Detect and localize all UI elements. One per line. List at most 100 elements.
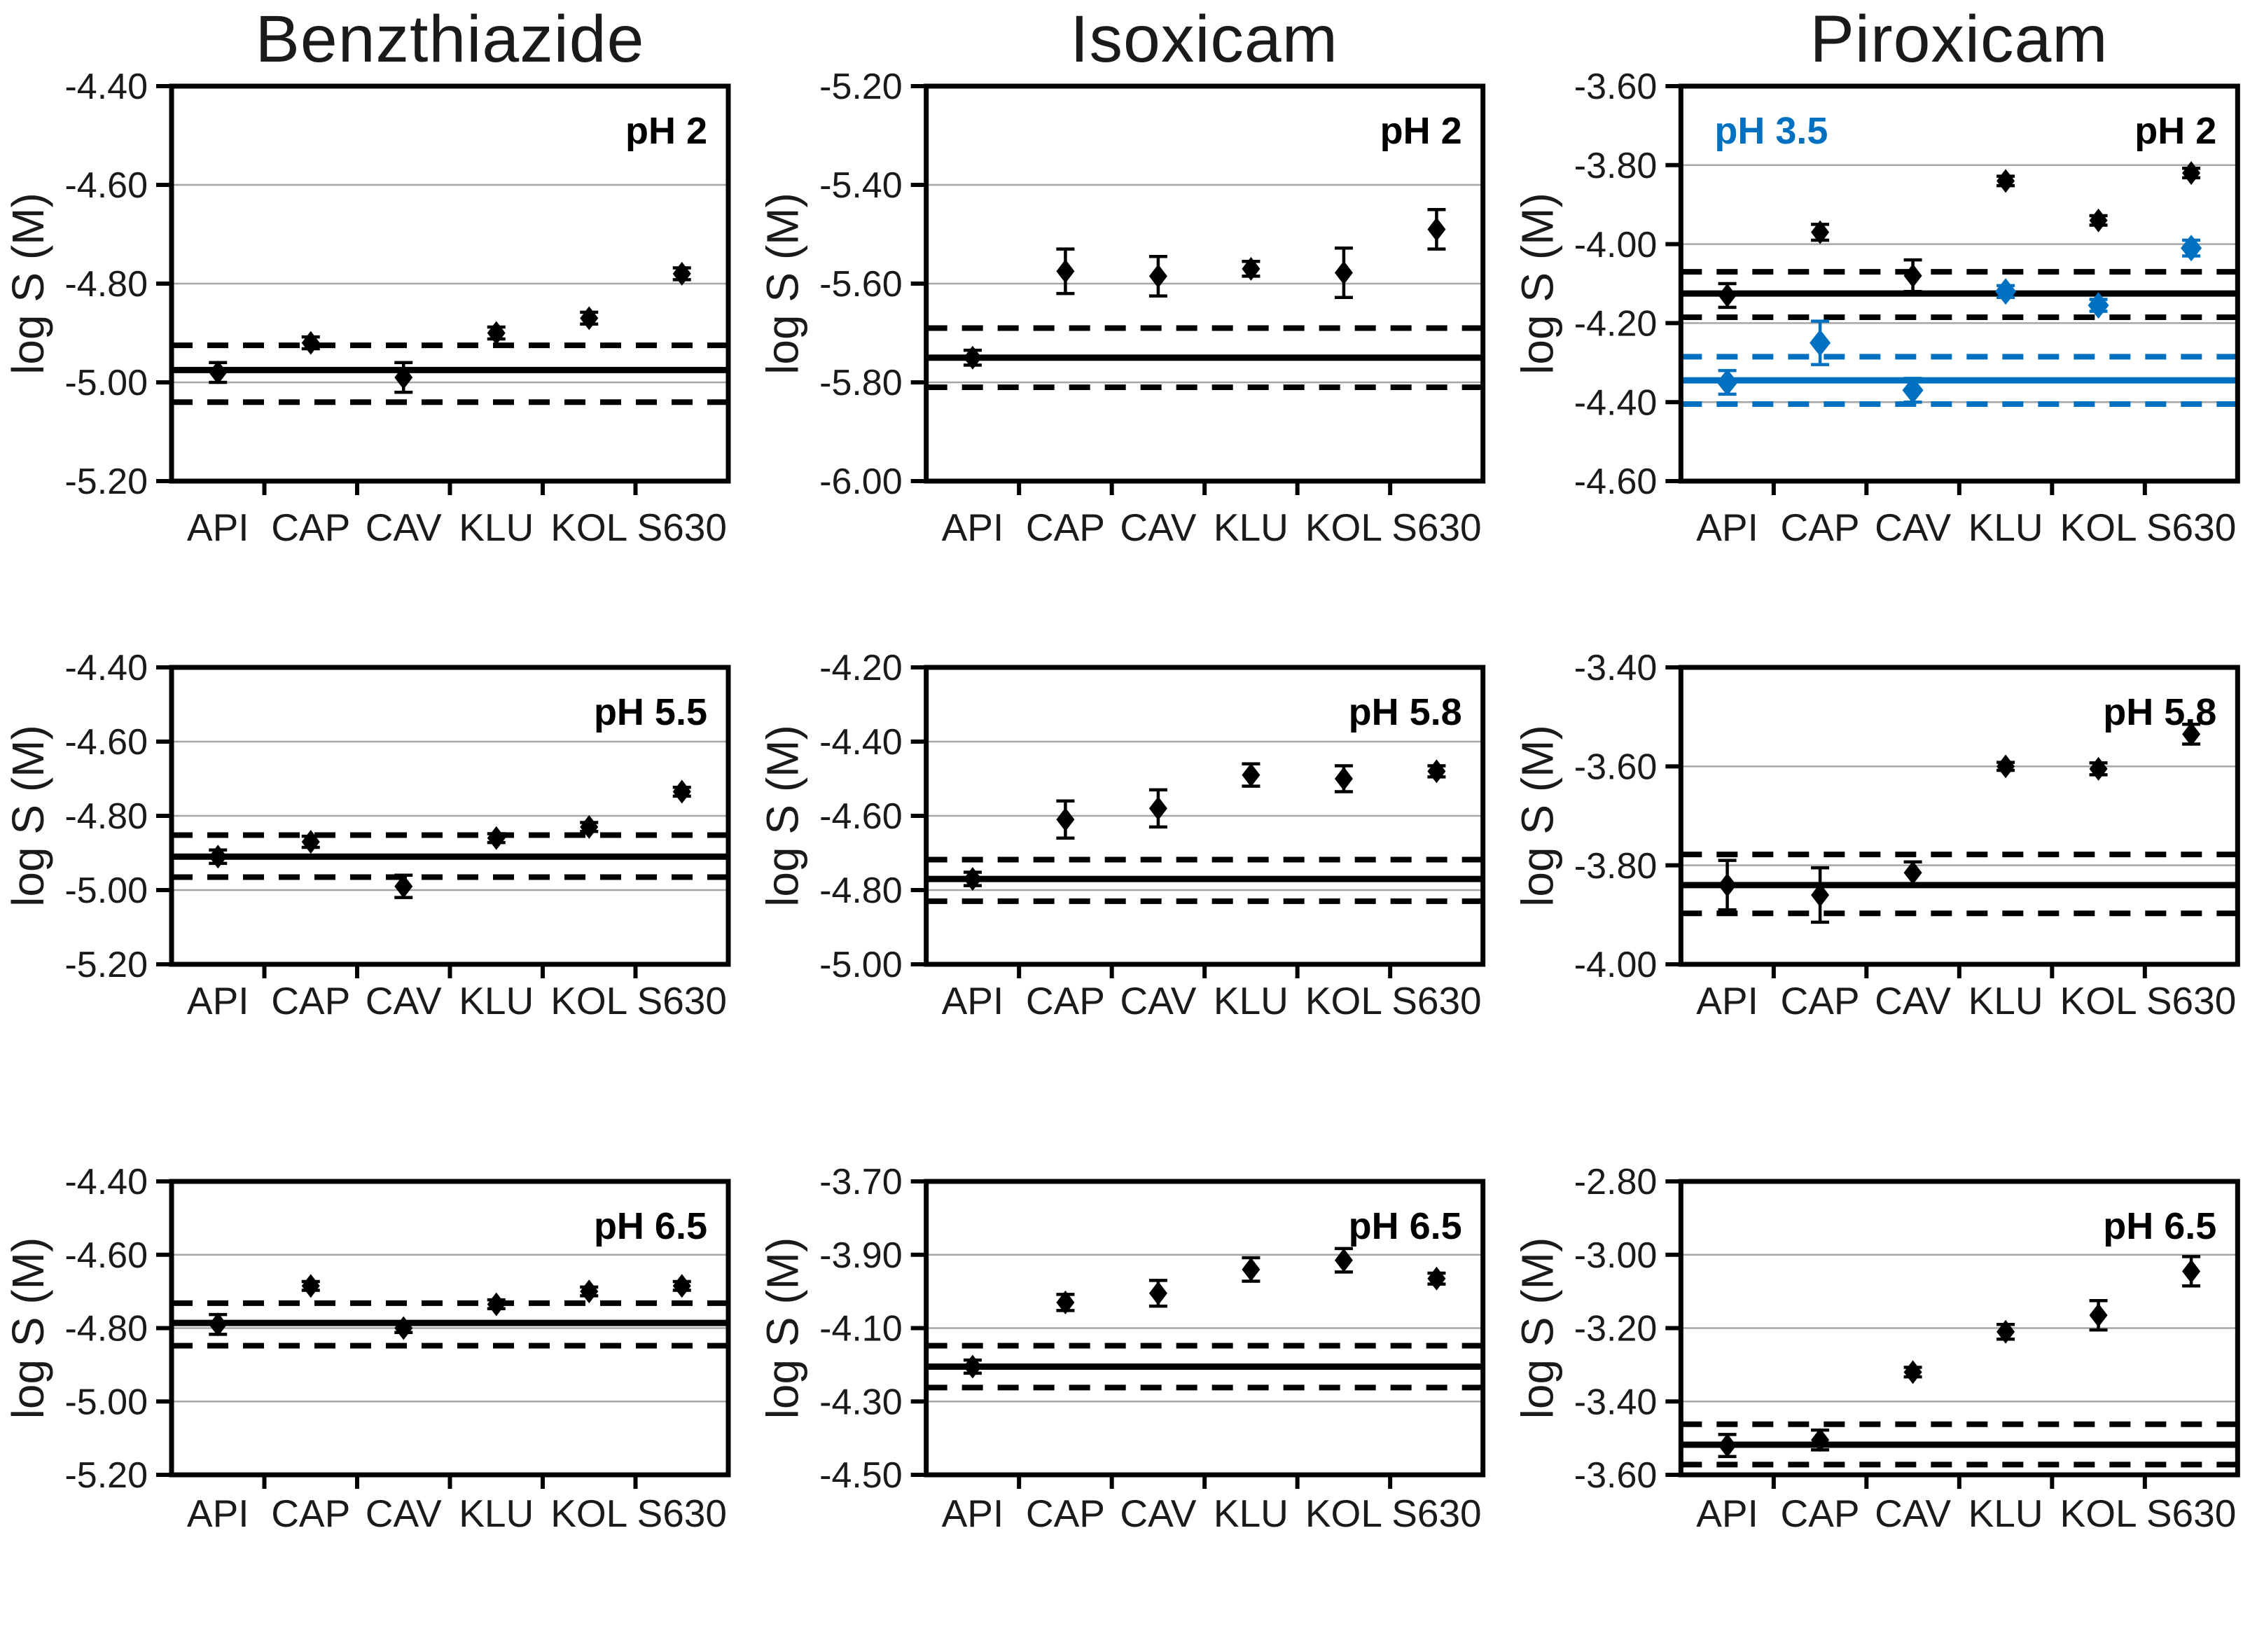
data-point-pH2-API [209,360,228,384]
data-point-pH2-KLU [1996,169,2015,193]
diamond-marker [1427,1266,1446,1291]
data-point-pH3.5-CAV [1902,377,1924,404]
x-category-label: KLU [459,506,534,549]
diamond-marker [1334,767,1353,791]
x-category-label: CAV [366,1492,442,1535]
y-tick-label: -4.60 [64,722,148,763]
x-category-label: CAP [1781,979,1860,1022]
diamond-marker [1716,369,1738,396]
data-point-pH5.8-CAP [1811,866,1830,924]
y-tick-label: -4.40 [64,648,148,688]
y-tick-label: -3.40 [1574,1382,1658,1422]
y-axis-title: log S (M) [3,1237,53,1420]
y-tick-label: -4.60 [1574,461,1658,502]
y-tick-label: -4.80 [64,264,148,305]
x-category-label: KLU [1214,506,1289,549]
data-point-pH5.8-KLU [1242,762,1261,788]
diamond-marker [301,1274,320,1298]
diamond-marker [1903,861,1922,885]
y-tick-label: -2.80 [1574,1162,1658,1202]
y-tick-label: -5.20 [819,67,903,107]
x-category-label: S630 [637,1492,727,1535]
data-point-pH5.8-CAV [1148,788,1167,829]
data-point-pH6.5-API [1718,1433,1737,1459]
x-category-label: S630 [1391,506,1481,549]
diamond-marker [2181,235,2202,262]
y-tick-label: -5.60 [819,264,903,305]
data-point-pH6.5-KLU [1996,1319,2015,1344]
chart-isoxicam-ph65: -3.70 -3.90 -4.10 -4.30 -4.50 API CAP CAV KLU KOL… [758,1162,1486,1535]
data-point-pH6.5-CAP [301,1274,320,1298]
column-title-benzthiazide: Benzthiazide [255,2,645,76]
diamond-marker [487,321,506,345]
diamond-marker [1902,377,1924,404]
x-category-label: CAV [1120,506,1196,549]
x-category-label: CAV [366,506,442,549]
column-title-piroxicam: Piroxicam [1810,2,2109,76]
diamond-marker [1148,264,1167,289]
diamond-marker [1056,807,1075,832]
x-category-label: CAP [1781,1492,1860,1535]
y-tick-label: -3.60 [1574,747,1658,788]
data-point-pH3.5-API [1716,368,1738,396]
data-point-pH6.5-CAV [1903,1360,1922,1384]
y-tick-label: -4.00 [1574,945,1658,985]
y-tick-label: -3.60 [1574,67,1658,107]
chart-isoxicam-ph58: -4.20 -4.40 -4.60 -4.80 -5.00 API CAP CAV KLU KOL… [758,648,1486,1022]
data-point-pH6.5-KLU [1242,1256,1261,1283]
data-point-pH6.5-KOL [2089,1298,2108,1332]
y-axis-title: log S (M) [758,1237,808,1420]
data-point-pH2-KLU [487,321,506,345]
diamond-marker [209,845,228,869]
y-tick-label: -3.70 [819,1162,903,1202]
diamond-marker [301,331,320,355]
diamond-marker [394,874,413,898]
y-tick-label: -4.40 [1574,382,1658,423]
y-tick-label: -5.20 [64,461,148,502]
ph-label: pH 2 [625,110,707,152]
y-tick-label: -5.20 [64,945,148,985]
diamond-marker [1148,796,1167,821]
diamond-marker [1242,763,1261,787]
ph-label: pH 2 [2134,110,2216,152]
diamond-marker [1334,1248,1353,1272]
data-point-pH6.5-CAV [394,1316,413,1340]
diamond-marker [1996,1319,2015,1344]
data-point-pH2-CAP [1056,247,1075,296]
data-point-pH2-S630 [1427,208,1446,251]
data-point-pH6.5-CAP [1811,1428,1830,1452]
diamond-marker [1148,1281,1167,1305]
x-category-label: KLU [1214,1492,1289,1535]
diamond-marker [580,814,599,839]
diamond-marker [209,360,228,384]
x-category-label: CAP [271,979,350,1022]
x-category-label: CAV [1875,1492,1951,1535]
chart-benzthiazide-ph55: -4.40 -4.60 -4.80 -5.00 -5.20 API CAP CAV KLU KOL… [3,648,731,1022]
y-tick-label: -5.20 [64,1455,148,1496]
x-category-label: KLU [1214,979,1289,1022]
x-category-label: CAP [1026,506,1105,549]
x-category-label: S630 [1391,979,1481,1022]
diamond-marker [963,867,982,891]
x-category-label: S630 [2146,506,2236,549]
diamond-marker [1996,169,2015,193]
y-tick-label: -4.30 [819,1382,903,1422]
diamond-marker [1056,1290,1075,1314]
data-point-pH2-KOL [580,306,599,331]
y-axis-title: log S (M) [3,193,53,375]
y-tick-label: -3.90 [819,1235,903,1276]
ph-label: pH 5.8 [2103,691,2216,733]
x-category-label: API [1696,1492,1758,1535]
y-axis-title: log S (M) [3,725,53,907]
diamond-marker [1903,1360,1922,1384]
diamond-marker [963,1354,982,1379]
y-axis-title: log S (M) [1512,1237,1562,1420]
data-point-pH5.8-API [1718,859,1737,912]
diamond-marker [1427,217,1446,242]
diamond-marker [2182,1259,2201,1284]
diamond-marker [209,1312,228,1337]
x-category-label: API [187,1492,249,1535]
chart-piroxicam-ph58: -3.40 -3.60 -3.80 -4.00 API CAP CAV KLU KOL S630 l… [1512,648,2240,1022]
y-tick-label: -3.60 [1574,1455,1658,1496]
